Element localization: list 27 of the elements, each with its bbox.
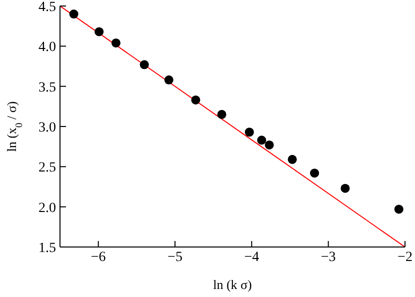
x-tick-label: −3 <box>320 250 336 265</box>
point <box>140 60 149 70</box>
y-tick-label: 2.0 <box>38 200 56 216</box>
y-tick-label: 3.0 <box>38 120 56 136</box>
point <box>340 184 350 193</box>
point <box>310 168 320 178</box>
point <box>217 110 226 119</box>
y-tick-label: 3.5 <box>38 80 56 96</box>
x-axis-title: ln (k σ) <box>213 277 252 292</box>
x-tick-label: −4 <box>244 250 260 265</box>
point <box>264 140 274 150</box>
x-tick-label: −5 <box>168 250 182 265</box>
y-tick-label: 2.5 <box>38 160 56 176</box>
point <box>394 204 404 214</box>
point <box>288 154 297 164</box>
point <box>94 27 104 36</box>
point <box>244 128 254 137</box>
y-tick-label: 4.0 <box>38 40 56 56</box>
point <box>191 95 200 104</box>
y-tick-label: 1.5 <box>38 240 56 256</box>
y-tick-label: 4.5 <box>38 0 56 15</box>
point <box>164 75 174 84</box>
point <box>111 38 120 48</box>
x-tick-label: −2 <box>398 250 412 265</box>
point <box>257 136 266 145</box>
point <box>69 10 78 19</box>
x-tick-label: −6 <box>90 250 106 265</box>
